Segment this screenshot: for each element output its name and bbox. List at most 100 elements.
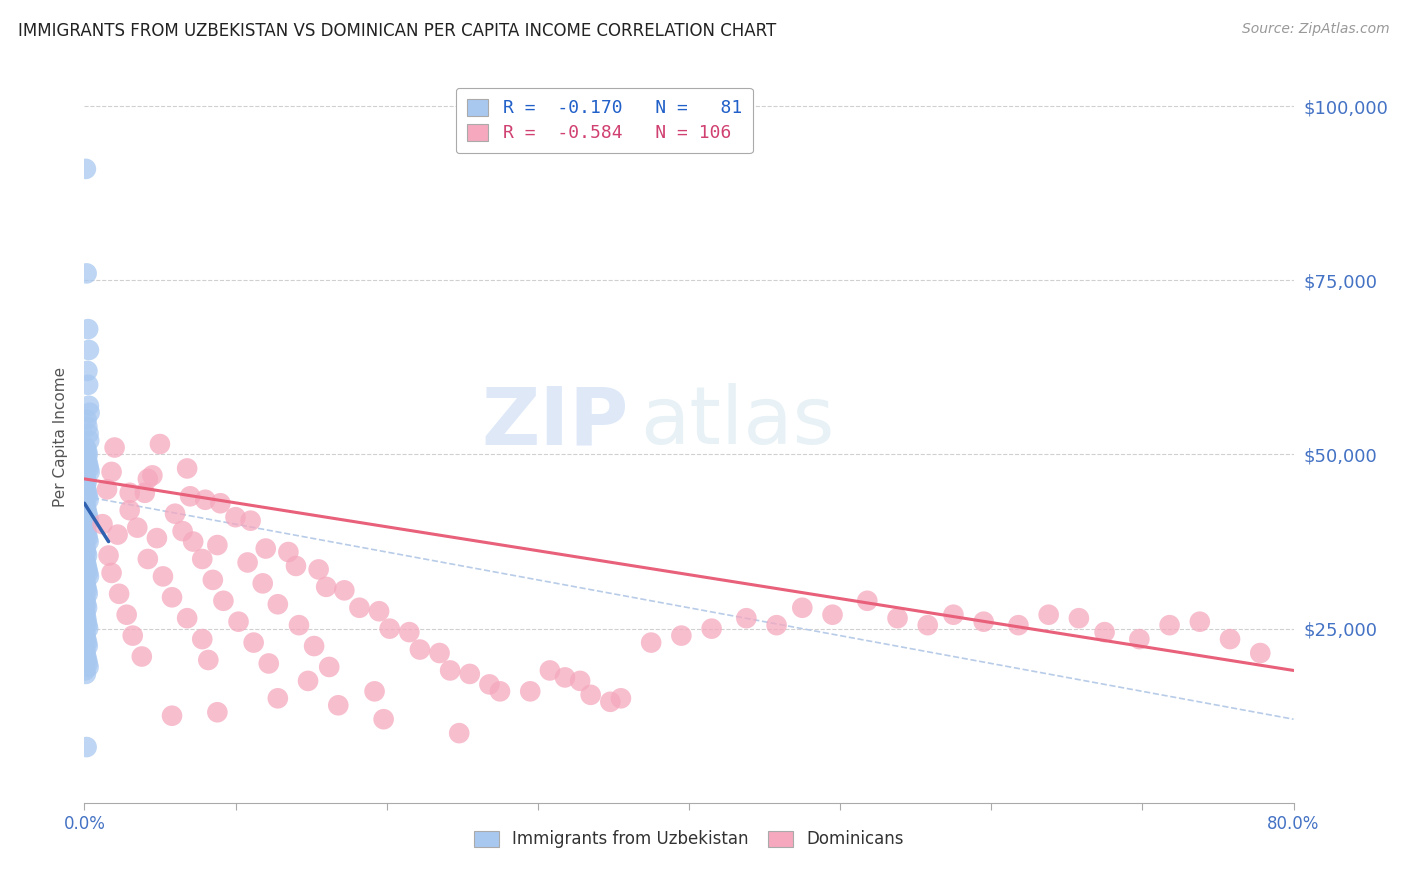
Point (207, 705, 229, 719)
Point (75, 642, 97, 657)
Point (176, 611, 198, 625)
Point (76, 475, 98, 490)
Point (197, 653, 219, 667)
Point (191, 552, 214, 566)
Point (149, 437, 172, 451)
Point (439, 664, 461, 678)
Point (77, 534, 100, 549)
Point (75, 479, 97, 493)
Point (76, 562, 98, 576)
Point (378, 622, 401, 636)
Text: Source: ZipAtlas.com: Source: ZipAtlas.com (1241, 22, 1389, 37)
Point (267, 691, 290, 706)
Point (194, 492, 217, 507)
Point (76, 266, 98, 280)
Point (75, 441, 97, 455)
Point (76, 618, 98, 632)
Point (75, 649, 97, 664)
Point (96, 483, 118, 497)
Point (76, 600, 98, 615)
Point (91, 517, 114, 532)
Point (285, 558, 308, 573)
Point (75, 632, 97, 646)
Point (429, 646, 451, 660)
Point (1188, 615, 1211, 629)
Point (579, 688, 602, 702)
Point (209, 496, 232, 510)
Point (75, 591, 97, 605)
Point (76, 503, 98, 517)
Point (76, 485, 98, 500)
Point (76, 489, 98, 503)
Point (75, 538, 97, 552)
Point (201, 573, 224, 587)
Point (1128, 632, 1150, 646)
Point (77, 377, 100, 392)
Point (141, 468, 163, 483)
Point (77, 514, 100, 528)
Point (77, 461, 100, 475)
Point (318, 660, 340, 674)
Point (207, 538, 229, 552)
Point (76, 615, 98, 629)
Point (77, 492, 100, 507)
Point (77, 510, 100, 524)
Point (257, 657, 280, 671)
Point (599, 695, 621, 709)
Point (1038, 607, 1060, 622)
Point (75, 625, 97, 640)
Point (75, 664, 97, 678)
Point (75, 597, 97, 611)
Point (76, 419, 98, 434)
Point (538, 664, 561, 678)
Point (228, 615, 250, 629)
Point (76, 740, 98, 755)
Point (76, 448, 98, 462)
Point (225, 510, 247, 524)
Point (236, 556, 259, 570)
Point (75, 500, 97, 514)
Point (76, 587, 98, 601)
Point (77, 569, 100, 583)
Point (77, 399, 100, 413)
Point (76, 558, 98, 573)
Point (458, 667, 481, 681)
Point (76, 635, 98, 649)
Point (554, 670, 576, 684)
Point (77, 426, 100, 441)
Point (76, 653, 98, 667)
Point (152, 569, 174, 583)
Point (368, 604, 391, 618)
Point (77, 434, 100, 448)
Point (252, 576, 274, 591)
Point (75, 541, 97, 556)
Text: atlas: atlas (641, 384, 835, 461)
Point (333, 583, 356, 598)
Point (1067, 611, 1090, 625)
Point (363, 684, 385, 698)
Point (118, 485, 141, 500)
Point (75, 604, 97, 618)
Point (1219, 632, 1241, 646)
Point (254, 541, 277, 556)
Point (288, 618, 311, 632)
Point (79, 465, 101, 479)
Point (76, 412, 98, 426)
Point (640, 635, 662, 649)
Point (308, 562, 330, 576)
Point (76, 450, 98, 465)
Point (75, 611, 97, 625)
Point (75, 556, 97, 570)
Point (75, 545, 97, 559)
Point (610, 691, 633, 706)
Point (118, 503, 141, 517)
Point (886, 611, 908, 625)
Point (315, 580, 337, 594)
Point (97, 549, 120, 563)
Point (409, 642, 432, 657)
Point (75, 521, 97, 535)
Point (76, 364, 98, 378)
Point (75, 161, 97, 176)
Point (569, 673, 592, 688)
Point (75, 496, 97, 510)
